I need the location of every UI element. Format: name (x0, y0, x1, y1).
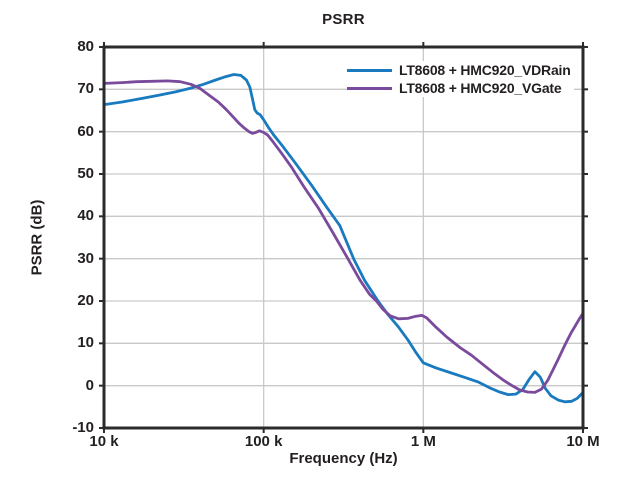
y-tick-label: 10 (77, 334, 94, 352)
x-tick-label: 10 M (566, 433, 600, 450)
x-tick-label: 10 k (89, 433, 119, 450)
legend-label: LT8608 + HMC920_VDRain (399, 62, 571, 78)
legend-item: LT8608 + HMC920_VDRain (347, 61, 571, 79)
legend-item: LT8608 + HMC920_VGate (347, 79, 571, 97)
x-tick-label: 100 k (244, 433, 283, 450)
x-axis-label: Frequency (Hz) (289, 450, 398, 467)
y-tick-label: 70 (77, 80, 94, 98)
legend: LT8608 + HMC920_VDRain LT8608 + HMC920_VG… (347, 61, 574, 97)
series-line (102, 79, 585, 394)
y-tick-label: 30 (77, 249, 94, 267)
y-tick-label: 20 (77, 292, 94, 309)
y-tick-label: 40 (77, 207, 94, 225)
legend-label: LT8608 + HMC920_VGate (399, 80, 562, 96)
y-tick-label: 60 (77, 122, 94, 140)
chart-title: PSRR (322, 11, 365, 28)
x-tick-label: 1 M (410, 433, 436, 450)
y-tick-label: 50 (77, 165, 94, 182)
axis-frame (102, 45, 585, 430)
y-tick-label: 80 (77, 38, 94, 55)
series-line (102, 73, 585, 404)
y-axis-label: PSRR (dB) (28, 199, 46, 276)
y-tick-label: -10 (72, 419, 94, 436)
legend-swatch-line (347, 86, 392, 90)
y-tick-label: 0 (85, 376, 94, 394)
legend-swatch-line (347, 68, 392, 72)
